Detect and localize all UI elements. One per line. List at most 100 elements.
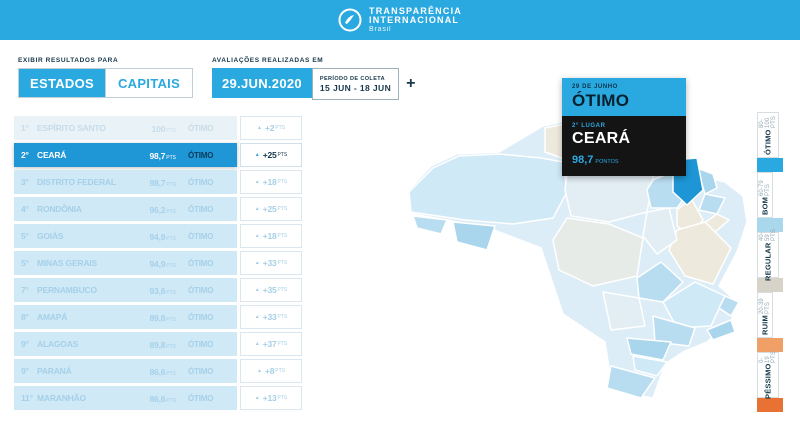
table-row[interactable]: 1° ESPÍRITO SANTO 100PTS ÓTIMO ▲ +2 PTS <box>14 116 302 140</box>
legend-item: REGULAR 40-59 PTS <box>757 229 783 292</box>
row-points: 96,2PTS <box>149 205 176 215</box>
expand-dates-button[interactable]: + <box>406 75 416 92</box>
ti-logo-icon <box>338 8 362 32</box>
table-row[interactable]: 2° CEARÁ 98,7PTS ÓTIMO ▲ +25 PTS <box>14 143 302 167</box>
legend-color-swatch <box>757 338 783 352</box>
map-state[interactable] <box>632 355 668 377</box>
table-row[interactable]: 5° MINAS GERAIS 94,9PTS ÓTIMO ▲ +33 PTS <box>14 251 302 275</box>
row-change-cell: ▲ +8 PTS <box>240 359 302 383</box>
row-change-cell: ▲ +13 PTS <box>240 386 302 410</box>
row-change-value: +25 <box>262 204 277 214</box>
table-row[interactable]: 9° ALAGOAS 89,8PTS ÓTIMO ▲ +37 PTS <box>14 332 302 356</box>
up-arrow-icon: ▲ <box>254 260 260 266</box>
period-label: PERÍODO DE COLETA <box>319 76 385 83</box>
row-state-name: CEARÁ <box>37 150 67 160</box>
row-change-unit: PTS <box>277 152 288 158</box>
evaluation-date-button[interactable]: 29.JUN.2020 <box>212 68 312 98</box>
legend-rating-name: BOM <box>760 196 770 215</box>
up-arrow-icon: ▲ <box>254 152 260 158</box>
row-state-name: GOIÁS <box>37 231 64 241</box>
row-change-cell: ▲ +33 PTS <box>240 251 302 275</box>
row-rank: 3° <box>21 177 29 187</box>
map-state[interactable] <box>606 365 656 399</box>
map-state[interactable] <box>552 217 644 287</box>
map-state[interactable] <box>602 291 646 331</box>
table-row[interactable]: 9° PARANÁ 86,6PTS ÓTIMO ▲ +8 PTS <box>14 359 302 383</box>
row-main-cell[interactable]: 3° DISTRITO FEDERAL 98,7PTS ÓTIMO <box>14 170 237 194</box>
row-change-unit: PTS <box>277 260 288 266</box>
row-state-name: MARANHÃO <box>37 393 86 403</box>
row-main-cell[interactable]: 2° CEARÁ 98,7PTS ÓTIMO <box>14 143 237 167</box>
table-row[interactable]: 5° GOIÁS 94,9PTS ÓTIMO ▲ +18 PTS <box>14 224 302 248</box>
row-rating: ÓTIMO <box>188 366 214 376</box>
legend-label-box: PÉSSIMO 0-19 PTS <box>757 350 779 400</box>
map-state[interactable] <box>718 295 740 317</box>
legend-color-swatch <box>757 278 783 292</box>
tab-estados[interactable]: ESTADOS <box>19 69 105 97</box>
row-points: 93,6PTS <box>149 286 176 296</box>
map-state[interactable] <box>626 337 672 361</box>
row-rank: 2° <box>21 150 29 160</box>
map-state[interactable] <box>636 261 684 303</box>
period-value: 15 JUN - 18 JUN <box>319 83 392 94</box>
table-row[interactable]: 8° AMAPÁ 89,8PTS ÓTIMO ▲ +33 PTS <box>14 305 302 329</box>
map-state[interactable] <box>642 207 678 255</box>
row-change-cell: ▲ +37 PTS <box>240 332 302 356</box>
legend-item: PÉSSIMO 0-19 PTS <box>757 350 783 412</box>
row-change-value: +18 <box>262 231 277 241</box>
map-state[interactable] <box>452 221 496 251</box>
map-state[interactable] <box>652 315 696 347</box>
row-change-unit: PTS <box>277 287 288 293</box>
map-state[interactable] <box>668 221 732 285</box>
row-change-value: +35 <box>262 285 277 295</box>
legend-points-range: 40-59 PTS <box>759 229 777 242</box>
row-points: 94,9PTS <box>149 259 176 269</box>
row-main-cell[interactable]: 5° GOIÁS 94,9PTS ÓTIMO <box>14 224 237 248</box>
evaluations-date-label: AVALIAÇÕES REALIZADAS EM <box>212 57 324 64</box>
legend-rating-name: PÉSSIMO <box>763 363 773 400</box>
table-row[interactable]: 11° MARANHÃO 86,6PTS ÓTIMO ▲ +13 PTS <box>14 386 302 410</box>
table-row[interactable]: 3° DISTRITO FEDERAL 98,7PTS ÓTIMO ▲ +18 … <box>14 170 302 194</box>
map-state[interactable] <box>412 215 448 235</box>
map-state[interactable] <box>706 319 736 341</box>
row-main-cell[interactable]: 4° RONDÔNIA 96,2PTS ÓTIMO <box>14 197 237 221</box>
tooltip-state: CEARÁ <box>572 130 631 147</box>
tab-capitais[interactable]: CAPITAIS <box>105 69 192 97</box>
logo-line2: INTERNACIONAL <box>369 15 460 26</box>
up-arrow-icon: ▲ <box>254 314 260 320</box>
row-main-cell[interactable]: 7° PERNAMBUCO 93,6PTS ÓTIMO <box>14 278 237 302</box>
row-state-name: RONDÔNIA <box>37 204 82 214</box>
legend-points-range: 0-19 PTS <box>759 350 777 363</box>
legend-rating-name: REGULAR <box>763 242 773 281</box>
row-main-cell[interactable]: 8° AMAPÁ 89,8PTS ÓTIMO <box>14 305 237 329</box>
tooltip-points: 98,7 PONTOS <box>572 150 676 168</box>
ti-logo: TRANSPARÊNCIA INTERNACIONAL Brasil <box>338 5 462 33</box>
row-main-cell[interactable]: 9° PARANÁ 86,6PTS ÓTIMO <box>14 359 237 383</box>
row-rank: 7° <box>21 285 29 295</box>
row-main-cell[interactable]: 11° MARANHÃO 86,6PTS ÓTIMO <box>14 386 237 410</box>
row-state-name: MINAS GERAIS <box>37 258 97 268</box>
legend-color-swatch <box>757 218 783 232</box>
state-tooltip-card: 29 DE JUNHO ÓTIMO 2° LUGAR CEARÁ 98,7 PON… <box>562 78 686 176</box>
row-points: 89,8PTS <box>149 313 176 323</box>
tooltip-place: 2° LUGAR <box>572 123 606 129</box>
legend-item: ÓTIMO 80-100 PTS <box>757 112 783 172</box>
map-state[interactable] <box>408 153 568 225</box>
row-main-cell[interactable]: 5° MINAS GERAIS 94,9PTS ÓTIMO <box>14 251 237 275</box>
row-change-unit: PTS <box>277 179 288 185</box>
legend-label-box: REGULAR 40-59 PTS <box>757 229 779 281</box>
legend-color-swatch <box>757 398 783 412</box>
table-row[interactable]: 7° PERNAMBUCO 93,6PTS ÓTIMO ▲ +35 PTS <box>14 278 302 302</box>
table-row[interactable]: 4° RONDÔNIA 96,2PTS ÓTIMO ▲ +25 PTS <box>14 197 302 221</box>
row-main-cell[interactable]: 9° ALAGOAS 89,8PTS ÓTIMO <box>14 332 237 356</box>
row-rating: ÓTIMO <box>188 231 214 241</box>
legend-label-box: ÓTIMO 80-100 PTS <box>757 112 779 158</box>
row-points: 100PTS <box>151 124 176 134</box>
row-main-cell[interactable]: 1° ESPÍRITO SANTO 100PTS ÓTIMO <box>14 116 237 140</box>
logo-line1: TRANSPARÊNCIA <box>369 5 462 16</box>
row-change-unit: PTS <box>277 341 288 347</box>
row-points: 86,6PTS <box>149 394 176 404</box>
row-change-value: +13 <box>262 393 277 403</box>
tooltip-top: 29 DE JUNHO ÓTIMO <box>562 78 686 116</box>
